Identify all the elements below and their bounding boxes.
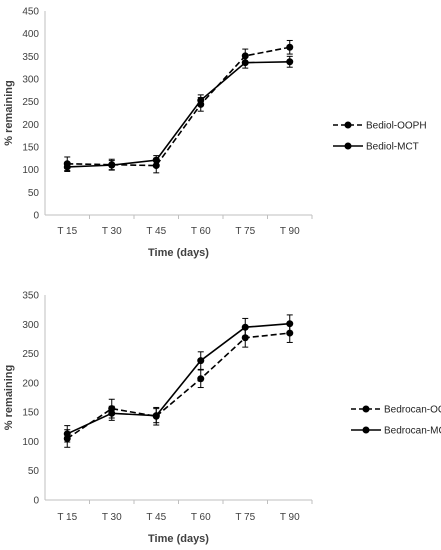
series-2	[63, 314, 294, 443]
y-tick-label: 50	[28, 188, 40, 199]
x-tick-label: T 30	[102, 512, 122, 523]
series-line	[66, 332, 290, 440]
legend-label: Bediol-MCT	[366, 142, 419, 153]
y-tick-label: 350	[22, 52, 39, 63]
y-tick-label: 200	[22, 378, 39, 389]
y-tick-label: 350	[22, 291, 39, 302]
data-point	[286, 320, 294, 328]
y-tick-label: 250	[22, 97, 39, 108]
data-point	[108, 409, 116, 417]
y-tick-label: 0	[33, 496, 39, 507]
legend-label: Bedrocan-MCT	[384, 426, 441, 437]
legend-marker	[344, 142, 352, 150]
data-point	[152, 162, 160, 170]
series-1	[63, 39, 294, 174]
legend-label: Bedrocan-OOPH	[384, 405, 441, 416]
y-tick-label: 100	[22, 165, 39, 176]
x-tick-label: T 60	[191, 226, 211, 237]
data-point	[63, 163, 71, 171]
y-tick-label: 250	[22, 349, 39, 360]
y-tick-label: 450	[22, 7, 39, 18]
series-line	[67, 60, 290, 168]
y-tick-label: 150	[22, 408, 39, 419]
x-tick-label: T 60	[191, 512, 211, 523]
y-tick-label: 300	[22, 320, 39, 331]
x-tick-label: T 15	[57, 226, 77, 237]
series-line	[66, 322, 290, 435]
legend-marker	[362, 405, 370, 413]
series-line	[67, 46, 290, 167]
x-tick-label: T 90	[280, 512, 300, 523]
data-point	[108, 161, 116, 169]
y-tick-label: 0	[33, 211, 39, 222]
data-point	[286, 58, 294, 66]
x-tick-label: T 30	[102, 226, 122, 237]
series-2	[63, 55, 294, 172]
y-tick-label: 100	[22, 437, 39, 448]
y-tick-label: 150	[22, 143, 39, 154]
data-point	[241, 323, 249, 331]
data-point	[197, 357, 205, 365]
legend-label: Bediol-OOPH	[366, 121, 427, 132]
data-point	[197, 96, 205, 104]
y-axis-title: % remaining	[3, 365, 15, 430]
legend-marker	[344, 121, 352, 129]
data-point	[152, 412, 160, 420]
data-point	[286, 329, 294, 337]
x-tick-label: T 45	[146, 512, 166, 523]
y-tick-label: 300	[22, 75, 39, 86]
data-point	[241, 59, 249, 67]
data-point	[63, 430, 71, 438]
x-axis-title: Time (days)	[148, 533, 209, 545]
y-tick-label: 400	[22, 29, 39, 40]
y-tick-label: 200	[22, 120, 39, 131]
legend-marker	[362, 426, 370, 434]
x-tick-label: T 15	[57, 512, 77, 523]
chart-2: 0 50 100 150 200 250 300 350 T 15 T 30 T 45 T 60 T 7…	[3, 291, 441, 546]
x-tick-label: T 75	[235, 512, 255, 523]
data-point	[197, 375, 205, 383]
x-tick-label: T 90	[280, 226, 300, 237]
series-1	[63, 323, 294, 448]
x-tick-label: T 45	[146, 226, 166, 237]
chart-1: 0 50 100 150 200 250 300 350 400 450 T 15 T 30 T 45 T…	[3, 7, 427, 260]
y-tick-label: 50	[28, 466, 40, 477]
data-point	[152, 156, 160, 164]
data-point	[286, 43, 294, 51]
x-axis-title: Time (days)	[148, 247, 209, 259]
y-axis-title: % remaining	[3, 80, 15, 145]
x-tick-label: T 75	[235, 226, 255, 237]
